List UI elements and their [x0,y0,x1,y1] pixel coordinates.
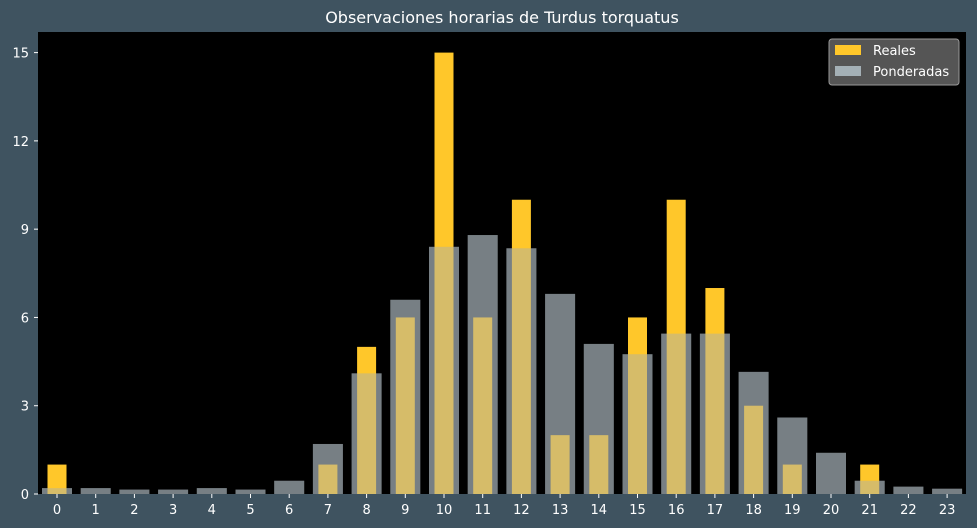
x-tick-label: 11 [474,503,491,518]
plot-area [38,32,966,494]
x-tick-label: 17 [707,503,724,518]
y-tick-label: 15 [12,47,29,62]
bar-reales-11 [473,317,493,494]
bar-ponderadas-overlay-0 [42,488,72,494]
legend-box [828,38,960,86]
bar-ponderadas-4 [196,488,227,494]
x-tick-label: 4 [208,503,216,518]
bar-reales-8 [357,346,377,494]
y-axis: 0 3 6 9 12 15 [12,47,38,503]
bar-reales-17 [705,288,725,494]
x-tick-label: 22 [900,503,917,518]
bar-reales-18 [744,405,764,494]
bar-reales-0 [47,464,67,494]
bar-ponderadas-overlay-18 [738,371,769,494]
bar-reales-14 [589,435,609,494]
bar-reales-15 [628,317,647,494]
legend: Reales Ponderadas [828,38,960,86]
bar-ponderadas-overlay-6 [274,480,305,494]
x-tick-label: 19 [784,503,801,518]
bar-ponderadas-3 [158,489,189,494]
x-tick-label: 5 [246,503,254,518]
bar-ponderadas-overlay-8 [351,373,382,494]
legend-swatch-reales [835,45,861,55]
bar-ponderadas-overlay-5 [235,489,266,494]
bar-ponderadas-1 [80,488,111,494]
bar-reales-7 [318,464,338,494]
bar-reales-19 [782,464,802,494]
x-tick-label: 8 [362,503,370,518]
x-axis: 0 1 2 3 4 5 6 7 8 9 10 11 12 13 14 15 16 17 18 19 20 21 22 23 [53,494,956,518]
x-tick-label: 10 [436,503,453,518]
y-tick-label: 12 [12,135,29,150]
x-tick-label: 3 [169,503,177,518]
bar-ponderadas-overlay-23 [932,488,963,494]
bar-reales-12 [511,199,531,494]
x-tick-label: 0 [53,503,61,518]
bar-ponderadas-overlay-19 [777,417,808,494]
bar-ponderadas-overlay-4 [196,488,227,494]
bar-ponderadas-overlay-11 [467,235,498,494]
bar-ponderadas-overlay-20 [816,452,846,494]
x-tick-label: 20 [823,503,840,518]
bar-ponderadas-overlay-2 [119,489,150,494]
bar-ponderadas-overlay-7 [312,443,343,494]
x-tick-label: 1 [92,503,100,518]
y-tick-label: 9 [21,223,29,238]
x-tick-label: 13 [552,503,569,518]
legend-swatch-ponderadas [835,66,861,76]
x-tick-label: 12 [513,503,530,518]
bar-ponderadas-overlay-21 [854,480,885,494]
bar-ponderadas-overlay-13 [545,293,576,494]
bar-ponderadas-overlay-1 [80,488,111,494]
bar-reales-9 [395,317,415,494]
bar-reales-16 [666,199,686,494]
y-tick-label: 3 [21,400,29,415]
chart-title: Observaciones horarias de Turdus torquat… [325,8,679,27]
legend-label-reales: Reales [873,44,916,59]
bar-ponderadas-20 [816,452,846,494]
bar-reales-21 [860,464,880,494]
bar-ponderadas-6 [274,480,305,494]
y-tick-label: 6 [21,311,29,326]
x-tick-label: 7 [324,503,332,518]
x-tick-label: 23 [939,503,956,518]
x-tick-label: 18 [745,503,762,518]
bar-ponderadas-overlay-17 [699,333,730,494]
x-tick-label: 15 [629,503,646,518]
bar-ponderadas-overlay-16 [661,333,692,494]
bar-ponderadas-overlay-22 [893,486,924,494]
y-tick-label: 0 [21,488,29,503]
bar-ponderadas-23 [932,488,963,494]
bar-ponderadas-overlay-10 [429,246,459,494]
bar-ponderadas-overlay-15 [622,354,653,494]
bar-ponderadas-22 [893,486,924,494]
bar-reales-13 [550,435,570,494]
bar-ponderadas-overlay-14 [583,343,614,494]
x-tick-label: 14 [591,503,608,518]
bar-ponderadas-overlay-12 [506,248,537,494]
real-bars [42,52,963,494]
x-tick-label: 2 [130,503,138,518]
x-tick-label: 16 [668,503,685,518]
bar-ponderadas-2 [119,489,150,494]
legend-label-ponderadas: Ponderadas [873,65,949,80]
x-tick-label: 6 [285,503,293,518]
bar-ponderadas-overlay-9 [390,299,421,494]
x-tick-label: 21 [861,503,878,518]
bar-reales-10 [434,52,454,494]
bar-ponderadas-5 [235,489,266,494]
x-tick-label: 9 [401,503,409,518]
bar-ponderadas-overlay-3 [158,489,189,494]
